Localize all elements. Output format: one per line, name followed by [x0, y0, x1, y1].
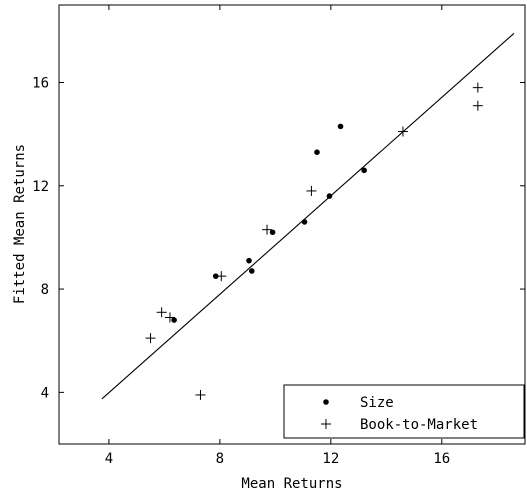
point-book-to-market — [156, 307, 167, 318]
point-size — [326, 193, 333, 199]
legend-label-size: Size — [360, 395, 394, 411]
point-size — [171, 317, 177, 323]
y-tick-label: 12 — [32, 179, 49, 195]
point-size — [248, 268, 255, 274]
point-size — [246, 257, 252, 264]
legend-marker-size — [323, 399, 329, 405]
point-book-to-market — [195, 389, 206, 400]
plot-frame — [58, 4, 526, 445]
fit-line — [101, 32, 515, 400]
x-tick-label: 16 — [433, 451, 450, 467]
legend-label-book-to-market: Book-to-Market — [360, 417, 478, 433]
legend-marker-book-to-market — [321, 419, 331, 429]
y-tick-label: 4 — [41, 385, 49, 401]
point-size — [314, 149, 320, 155]
y-tick-label: 16 — [32, 75, 49, 91]
y-axis-label: Fitted Mean Returns — [12, 144, 28, 304]
point-size — [337, 123, 344, 130]
axis-ticks: 4 8 12 16 4 8 12 16 — [32, 5, 525, 467]
data-points — [145, 82, 483, 400]
point-size — [212, 273, 219, 279]
y-tick-label: 8 — [41, 282, 49, 298]
point-book-to-market — [472, 100, 483, 111]
point-book-to-market — [164, 312, 175, 323]
legend: Size Book-to-Market — [283, 384, 525, 439]
x-tick-label: 8 — [216, 451, 224, 467]
point-size — [301, 219, 308, 225]
legend-box — [283, 384, 525, 439]
point-book-to-market — [397, 126, 408, 137]
point-book-to-market — [472, 82, 483, 93]
point-book-to-market — [306, 185, 317, 196]
x-tick-label: 12 — [322, 451, 339, 467]
x-axis-label: Mean Returns — [241, 476, 342, 492]
point-size — [361, 167, 367, 174]
point-book-to-market — [262, 224, 273, 235]
point-book-to-market — [145, 333, 156, 344]
point-size — [269, 229, 276, 236]
x-tick-label: 4 — [105, 451, 113, 467]
point-book-to-market — [216, 271, 227, 282]
